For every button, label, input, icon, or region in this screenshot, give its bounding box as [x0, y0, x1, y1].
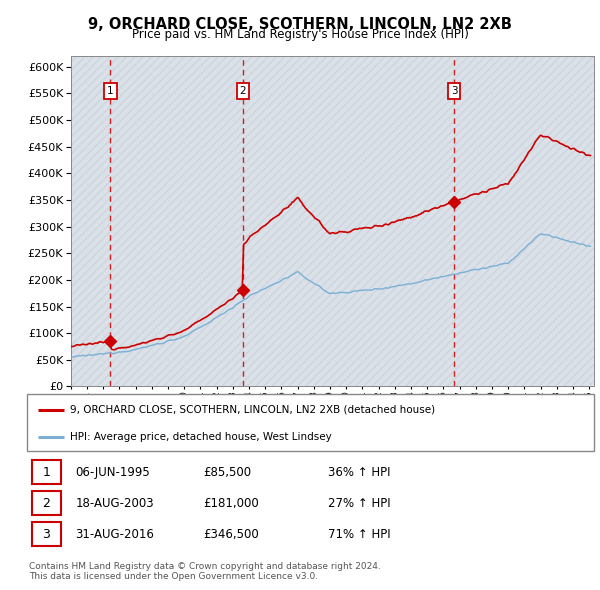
Text: 3: 3: [43, 528, 50, 541]
Text: 9, ORCHARD CLOSE, SCOTHERN, LINCOLN, LN2 2XB: 9, ORCHARD CLOSE, SCOTHERN, LINCOLN, LN2…: [88, 17, 512, 31]
Text: 36% ↑ HPI: 36% ↑ HPI: [328, 466, 390, 479]
Text: £181,000: £181,000: [203, 497, 259, 510]
Text: HPI: Average price, detached house, West Lindsey: HPI: Average price, detached house, West…: [70, 432, 331, 442]
Text: Price paid vs. HM Land Registry's House Price Index (HPI): Price paid vs. HM Land Registry's House …: [131, 28, 469, 41]
Text: 27% ↑ HPI: 27% ↑ HPI: [328, 497, 390, 510]
Text: 1: 1: [107, 86, 113, 96]
Text: £85,500: £85,500: [203, 466, 251, 479]
Text: 9, ORCHARD CLOSE, SCOTHERN, LINCOLN, LN2 2XB (detached house): 9, ORCHARD CLOSE, SCOTHERN, LINCOLN, LN2…: [70, 405, 434, 415]
Text: 2: 2: [43, 497, 50, 510]
Text: 1: 1: [43, 466, 50, 479]
Text: 18-AUG-2003: 18-AUG-2003: [75, 497, 154, 510]
Bar: [32, 523, 61, 546]
Text: 06-JUN-1995: 06-JUN-1995: [75, 466, 150, 479]
Text: 2: 2: [239, 86, 246, 96]
Bar: [32, 460, 61, 484]
Text: 3: 3: [451, 86, 457, 96]
Text: 71% ↑ HPI: 71% ↑ HPI: [328, 528, 390, 541]
Text: £346,500: £346,500: [203, 528, 259, 541]
Bar: [32, 491, 61, 515]
Text: 31-AUG-2016: 31-AUG-2016: [75, 528, 154, 541]
Text: Contains HM Land Registry data © Crown copyright and database right 2024.
This d: Contains HM Land Registry data © Crown c…: [29, 562, 380, 581]
